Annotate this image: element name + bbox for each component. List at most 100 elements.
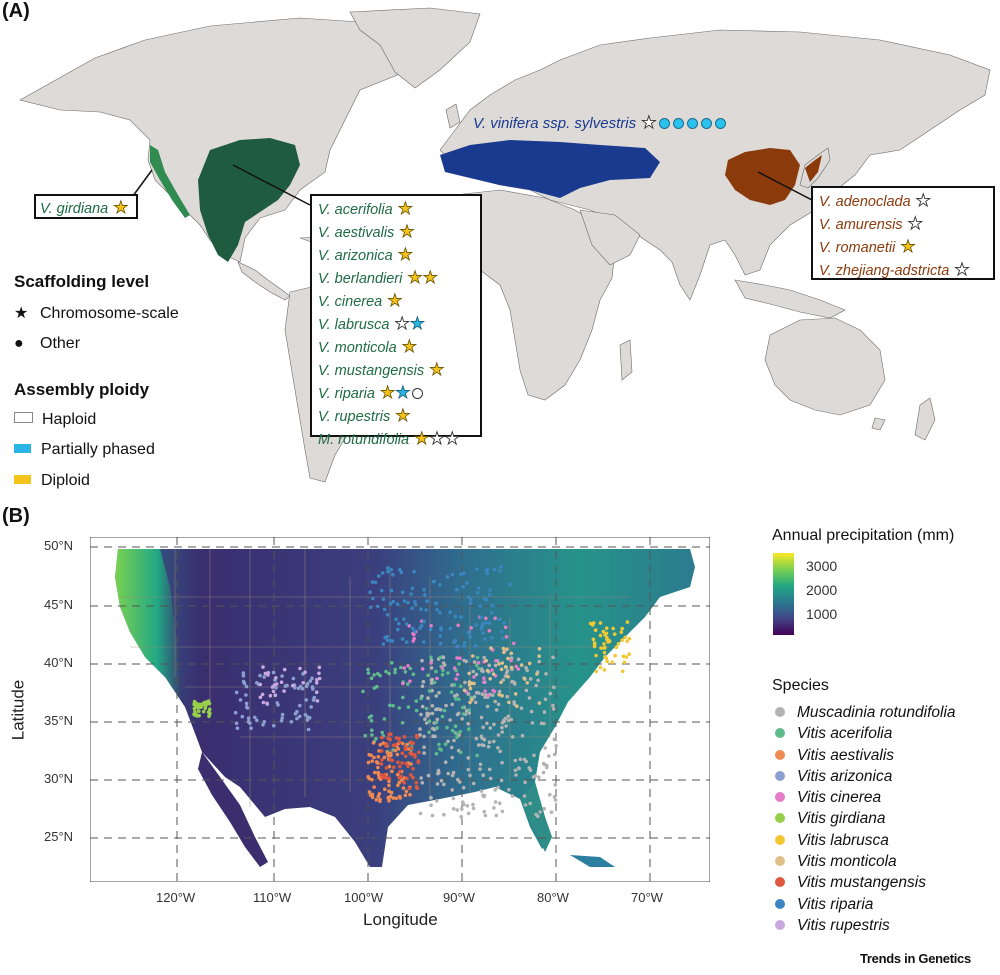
- occurrence-point: [552, 795, 557, 799]
- occurrence-point: [438, 583, 442, 587]
- species-row: V. amurensis ★: [819, 213, 987, 236]
- blue-star-icon: ★: [409, 314, 425, 334]
- species-color-dot: [775, 834, 785, 845]
- occurrence-point: [380, 730, 385, 735]
- occurrence-point: [487, 740, 492, 744]
- white-circle-icon: [412, 388, 424, 399]
- occurrence-point: [368, 605, 373, 610]
- occurrence-point: [408, 751, 413, 756]
- yellow-star-icon: ★: [407, 268, 423, 288]
- occurrence-point: [310, 676, 314, 681]
- occurrence-point: [520, 733, 525, 738]
- occurrence-point: [371, 741, 376, 745]
- occurrence-point: [413, 629, 417, 634]
- occurrence-point: [391, 599, 396, 604]
- occurrence-point: [460, 717, 465, 721]
- occurrence-point: [429, 803, 433, 807]
- occurrence-point: [512, 702, 517, 707]
- occurrence-point: [432, 680, 437, 685]
- occurrence-point: [446, 771, 451, 776]
- occurrence-point: [372, 673, 376, 677]
- occurrence-point: [523, 677, 527, 681]
- occurrence-point: [483, 637, 487, 641]
- occurrence-point: [467, 680, 472, 684]
- occurrence-point: [414, 733, 419, 738]
- occurrence-point: [453, 638, 458, 643]
- occurrence-point: [406, 682, 410, 686]
- occurrence-point: [590, 623, 595, 627]
- legend-label: Other: [40, 335, 81, 352]
- occurrence-point: [428, 627, 433, 632]
- species-color-dot: [775, 813, 785, 824]
- occurrence-point: [543, 697, 548, 702]
- occurrence-point: [603, 633, 607, 637]
- occurrence-point: [386, 569, 390, 574]
- occurrence-point: [434, 601, 438, 606]
- occurrence-point: [452, 683, 457, 687]
- legend-partially-phased: Partially phased: [14, 441, 155, 459]
- occurrence-point: [295, 709, 299, 714]
- occurrence-point: [482, 737, 487, 742]
- occurrence-point: [552, 737, 557, 742]
- occurrence-point: [411, 639, 416, 643]
- occurrence-point: [422, 587, 426, 592]
- occurrence-point: [502, 621, 507, 625]
- occurrence-point: [307, 716, 312, 720]
- yellow-star-icon: ★: [429, 360, 445, 380]
- occurrence-point: [465, 804, 470, 808]
- occurrence-point: [419, 776, 424, 780]
- occurrence-point: [391, 704, 395, 708]
- occurrence-point: [467, 727, 471, 731]
- occurrence-point: [429, 655, 433, 660]
- occurrence-point: [468, 686, 473, 691]
- occurrence-point: [468, 700, 472, 705]
- occurrence-point: [485, 571, 490, 576]
- occurrence-point: [375, 684, 379, 689]
- occurrence-point: [504, 635, 509, 639]
- occurrence-point: [413, 602, 418, 607]
- north-america-box: V. acerifolia ★ V. aestivalis ★ V. arizoni…: [310, 194, 482, 448]
- occurrence-point: [368, 590, 372, 594]
- occurrence-point: [493, 800, 498, 804]
- occurrence-point: [192, 706, 197, 711]
- occurrence-point: [478, 604, 483, 608]
- occurrence-point: [475, 655, 480, 660]
- occurrence-point: [510, 735, 515, 739]
- occurrence-point: [374, 798, 379, 802]
- occurrence-point: [376, 604, 380, 609]
- occurrence-point: [469, 626, 474, 630]
- species-name: V. adenoclada: [819, 194, 911, 210]
- occurrence-point: [431, 734, 435, 738]
- occurrence-point: [453, 724, 458, 728]
- species-name: V. acerifolia: [318, 202, 393, 218]
- occurrence-point: [422, 734, 426, 739]
- occurrence-point: [414, 699, 419, 703]
- ploidy-legend-title: Assembly ploidy: [14, 380, 150, 399]
- occurrence-point: [434, 694, 439, 698]
- occurrence-point: [506, 714, 511, 719]
- occurrence-point: [478, 762, 483, 767]
- occurrence-point: [280, 716, 284, 720]
- occurrence-point: [379, 588, 384, 593]
- occurrence-point: [417, 750, 421, 755]
- blue-circle-icon: [686, 118, 698, 129]
- occurrence-point: [378, 799, 382, 804]
- occurrence-point: [499, 667, 504, 672]
- occurrence-point: [383, 787, 387, 791]
- occurrence-point: [513, 692, 518, 696]
- occurrence-point: [484, 616, 488, 621]
- legend-diploid: Diploid: [14, 472, 90, 490]
- occurrence-point: [493, 663, 498, 668]
- occurrence-point: [548, 792, 552, 797]
- occurrence-point: [455, 735, 459, 739]
- species-color-dot: [775, 770, 785, 781]
- occurrence-point: [418, 811, 423, 816]
- occurrence-point: [295, 716, 299, 721]
- species-legend-label: Vitis aestivalis: [797, 746, 895, 764]
- occurrence-point: [612, 632, 617, 636]
- x-axis-title: Longitude: [363, 910, 438, 929]
- occurrence-point: [300, 687, 305, 691]
- occurrence-point: [378, 743, 383, 747]
- occurrence-point: [388, 703, 392, 708]
- occurrence-point: [483, 695, 487, 699]
